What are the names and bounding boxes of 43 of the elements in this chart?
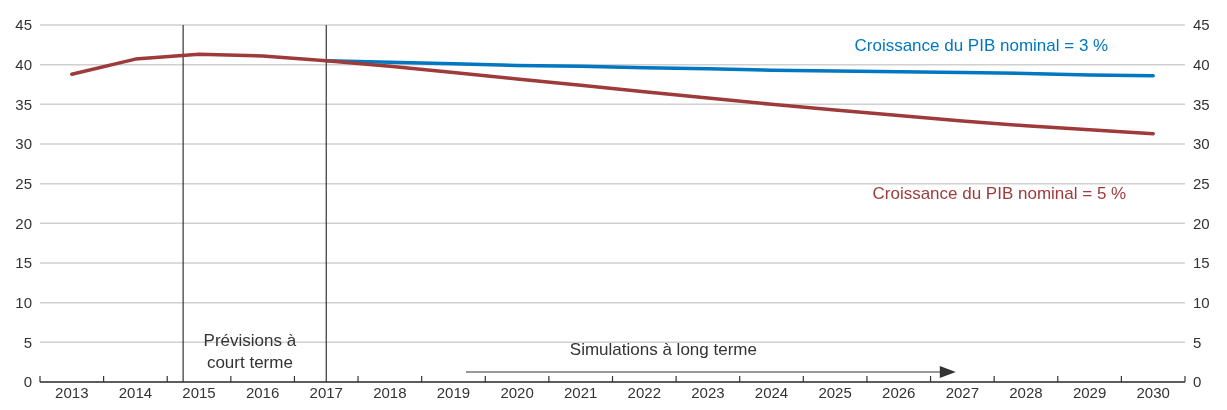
y2-tick-label: 5 [1193, 333, 1202, 351]
y2-tick-label: 10 [1193, 293, 1210, 311]
annotation: Simulations à long terme [568, 339, 758, 362]
x-tick-label: 2021 [564, 384, 598, 401]
y2-tick-label: 15 [1193, 254, 1210, 272]
series-label: Croissance du PIB nominal = 3 % [854, 35, 1109, 56]
annotation: Prévisions à court terme [202, 329, 298, 374]
x-tick-label: 2022 [627, 384, 661, 401]
x-tick-label: 2029 [1072, 384, 1107, 401]
x-tick-label: 2024 [754, 384, 789, 401]
y2-tick-label: 25 [1193, 174, 1210, 192]
x-tick-label: 2013 [55, 384, 89, 401]
y-tick-label: 0 [23, 373, 32, 391]
x-tick-label: 2030 [1136, 384, 1170, 401]
x-tick-label: 2025 [818, 384, 852, 401]
y2-tick-label: 40 [1193, 55, 1210, 73]
y-tick-label: 45 [15, 16, 32, 34]
y2-tick-label: 0 [1193, 373, 1202, 391]
y-tick-label: 5 [23, 333, 32, 351]
y-tick-label: 40 [15, 55, 32, 73]
x-tick-label: 2017 [309, 384, 343, 401]
y-tick-label: 20 [15, 214, 32, 232]
x-tick-label: 2026 [882, 384, 916, 401]
line-series [70, 52, 1155, 136]
y-tick-label: 15 [15, 254, 32, 272]
text: Croissance du PIB nominal = 5 % [872, 183, 1127, 204]
x-tick-label: 2028 [1009, 384, 1043, 401]
y2-tick-label: 20 [1193, 214, 1210, 232]
x-tick-label: 2027 [945, 384, 980, 401]
x-tick-label: 2014 [118, 384, 153, 401]
y2-tick-label: 45 [1193, 16, 1210, 34]
x-tick-label: 2016 [245, 384, 280, 401]
y-tick-label: 25 [15, 174, 32, 192]
x-tick-label: 2019 [436, 384, 471, 401]
x-tick-label: 2023 [691, 384, 725, 401]
x-tick-label: 2015 [182, 384, 216, 401]
x-tick-label: 2018 [373, 384, 407, 401]
y-tick-label: 35 [15, 95, 32, 113]
y2-tick-label: 30 [1193, 135, 1210, 153]
y-tick-label: 10 [15, 293, 32, 311]
x-tick-label: 2020 [500, 384, 534, 401]
y-tick-label: 30 [15, 135, 32, 153]
y2-tick-label: 35 [1193, 95, 1210, 113]
